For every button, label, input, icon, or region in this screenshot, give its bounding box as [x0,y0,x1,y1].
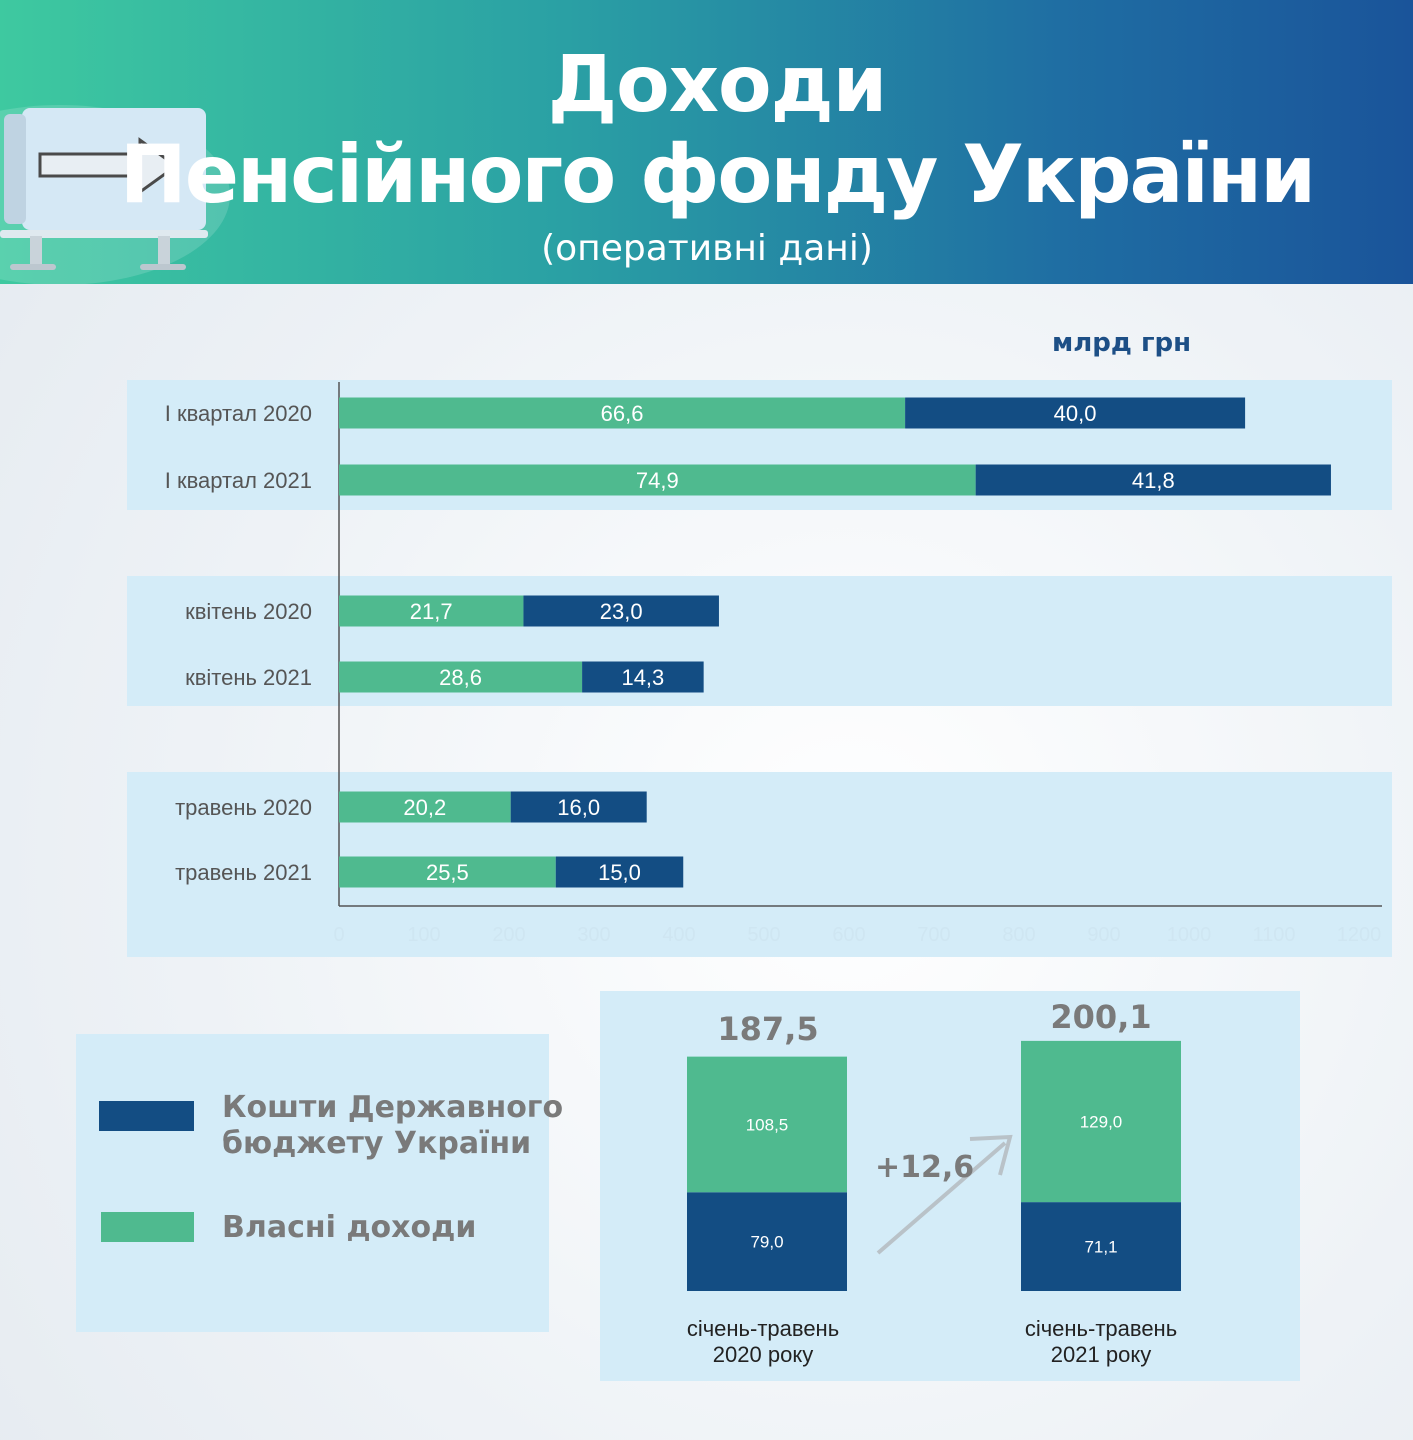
difference-label: +12,6 [875,1150,975,1185]
bar-segment [523,595,719,627]
category-label: І квартал 2020 [165,401,312,426]
bar-segment [510,791,647,823]
bar-segment [975,464,1331,496]
total-2020: 187,5 [717,1010,819,1048]
x-tick-label: 1100 [1252,924,1295,946]
bar-segment [339,856,556,888]
bar-value-label: 41,8 [1132,468,1175,493]
bar-segment [339,791,511,823]
category-label: травень 2020 [175,795,312,820]
x-tick-label: 800 [1002,924,1035,946]
period-label-2020: січень-травень 2020 року [653,1316,873,1368]
x-tick-label: 900 [1087,924,1120,946]
bar-segment [339,661,583,693]
growth-arrow-head-icon [969,1134,1013,1176]
summary-value-label: 129,0 [1080,1113,1123,1132]
bar-value-label: 20,2 [403,795,446,820]
x-tick-label: 300 [577,924,610,946]
bar-segment [905,397,1246,429]
category-label: квітень 2021 [185,665,312,690]
bar-value-label: 25,5 [426,860,469,885]
x-tick-label: 700 [917,924,950,946]
summary-bar-segment [1021,1040,1181,1203]
bar-segment [555,856,684,888]
bar-value-label: 16,0 [557,795,600,820]
legend-label-own: Власні доходи [222,1210,477,1245]
summary-bar-segment [687,1056,847,1193]
page-title-line1: Доходи [547,40,888,130]
category-label: І квартал 2021 [165,468,312,493]
bar-value-label: 14,3 [621,665,664,690]
bar-value-label: 66,6 [601,401,644,426]
main-bar-chart: 0 100 200 300 400 500 600 700 800 900 1000 1100 1200… [164,382,1382,946]
bar-value-label: 74,9 [636,468,679,493]
growth-arrow-icon [876,1141,1007,1255]
bar-value-label: 15,0 [598,860,641,885]
summary-bar-segment [1021,1202,1181,1291]
bar-value-label: 40,0 [1054,401,1097,426]
x-tick-label: 600 [832,924,865,946]
legend-swatch-state [99,1101,194,1131]
x-tick-label: 500 [747,924,780,946]
legend-panel [76,1034,549,1332]
bar-segment [582,661,704,693]
bar-segment [339,464,976,496]
x-tick-label: 400 [662,924,695,946]
category-label: квітень 2020 [185,599,312,624]
period-label-2021: січень-травень 2021 року [991,1316,1211,1368]
legend-label-state-line2: бюджету України [222,1126,532,1161]
period-label-2020-line2: 2020 року [712,1342,814,1367]
chart-band-april [127,576,1392,706]
summary-bar-chart: 79,0 108,5 71,1 129,0 [687,1040,1181,1291]
unit-label: млрд грн [1052,328,1192,358]
x-tick-label: 1200 [1337,924,1382,946]
bar-value-label: 21,7 [410,599,453,624]
bar-value-label: 28,6 [439,665,482,690]
period-label-2021-line1: січень-травень [1024,1316,1178,1341]
x-tick-label: 200 [492,924,525,946]
summary-value-label: 108,5 [746,1115,789,1134]
legend-label-state-line1: Кошти Державного [222,1090,564,1125]
bar-segment [339,595,524,627]
header-banner: Доходи Пенсійного фонду України (операти… [0,0,1413,284]
bar-segment [339,397,906,429]
chart-band-may [127,772,1392,957]
legend-swatch-own [101,1212,194,1242]
summary-value-label: 79,0 [750,1233,783,1252]
legend-label-state: Кошти Державного бюджету України [222,1090,563,1162]
period-label-2021-line2: 2021 року [1050,1342,1152,1367]
page-subtitle: (оперативні дані) [541,228,873,269]
bar-value-label: 23,0 [600,599,643,624]
summary-bar-segment [687,1192,847,1291]
x-tick-label: 1000 [1167,924,1212,946]
total-2021: 200,1 [1050,998,1152,1036]
x-tick-label: 100 [407,924,440,946]
x-tick-label: 0 [333,924,344,946]
summary-value-label: 71,1 [1084,1238,1117,1257]
category-label: травень 2021 [175,860,312,885]
period-label-2020-line1: січень-травень [686,1316,840,1341]
page-title-line2: Пенсійного фонду України [119,128,1316,221]
signpost-arrow-icon [0,105,230,284]
